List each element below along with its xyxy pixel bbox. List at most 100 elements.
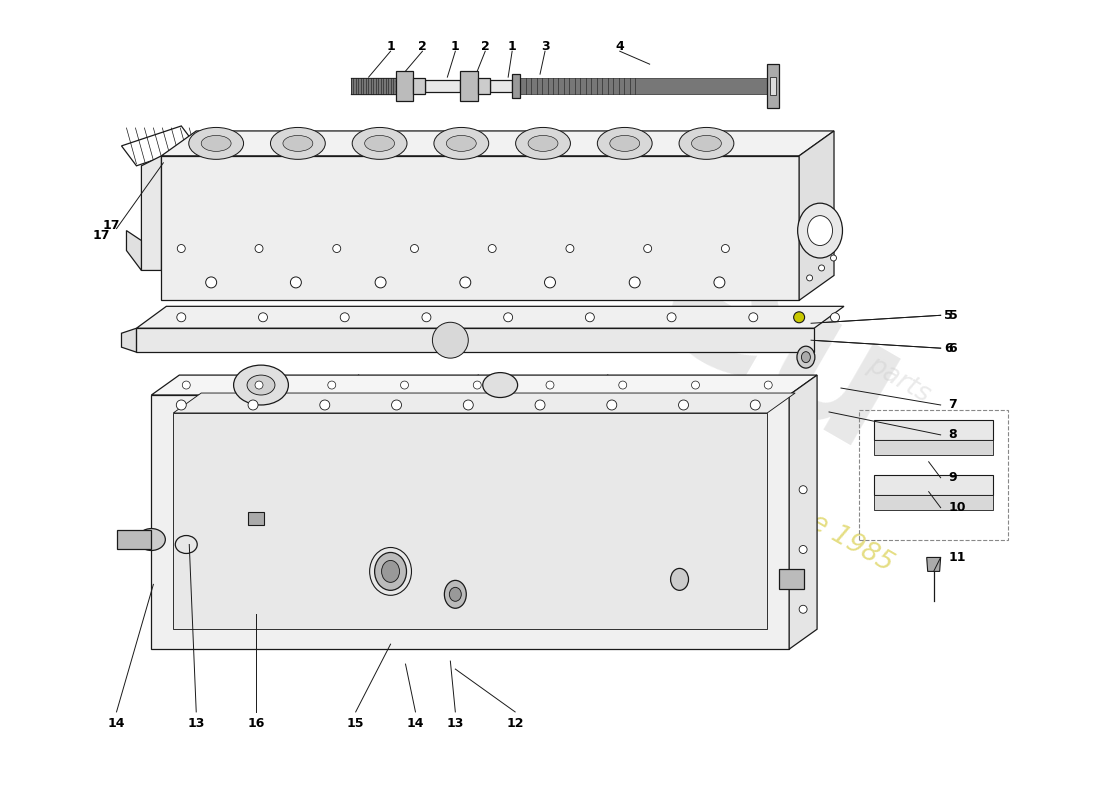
Circle shape — [679, 400, 689, 410]
Circle shape — [290, 277, 301, 288]
Polygon shape — [136, 306, 844, 328]
Circle shape — [565, 245, 574, 253]
Polygon shape — [152, 375, 817, 395]
Polygon shape — [491, 80, 513, 92]
Text: since 1985: since 1985 — [760, 482, 898, 577]
Circle shape — [392, 400, 402, 410]
Text: 15: 15 — [346, 718, 364, 730]
Text: 12: 12 — [506, 718, 524, 730]
Text: 1: 1 — [386, 40, 395, 53]
Text: 6: 6 — [944, 342, 953, 354]
Circle shape — [488, 245, 496, 253]
Circle shape — [460, 277, 471, 288]
Polygon shape — [770, 77, 777, 95]
Polygon shape — [789, 375, 817, 649]
Polygon shape — [142, 156, 162, 270]
Circle shape — [410, 245, 418, 253]
Polygon shape — [126, 230, 142, 270]
Ellipse shape — [444, 580, 466, 608]
Text: 13: 13 — [447, 718, 464, 730]
Circle shape — [328, 381, 336, 389]
Ellipse shape — [450, 587, 461, 602]
Circle shape — [818, 265, 825, 271]
Ellipse shape — [364, 135, 395, 151]
Circle shape — [400, 381, 408, 389]
Circle shape — [692, 381, 700, 389]
Ellipse shape — [233, 365, 288, 405]
Polygon shape — [174, 413, 767, 630]
Ellipse shape — [138, 529, 165, 550]
Polygon shape — [351, 78, 396, 94]
Ellipse shape — [798, 203, 843, 258]
Polygon shape — [162, 131, 834, 156]
Circle shape — [255, 381, 263, 389]
Polygon shape — [117, 530, 152, 550]
Circle shape — [629, 277, 640, 288]
Circle shape — [432, 322, 469, 358]
Circle shape — [544, 277, 556, 288]
Circle shape — [546, 381, 554, 389]
Polygon shape — [478, 78, 491, 94]
Ellipse shape — [692, 135, 722, 151]
Ellipse shape — [217, 147, 230, 159]
Polygon shape — [767, 64, 779, 108]
Ellipse shape — [375, 553, 407, 590]
Circle shape — [722, 245, 729, 253]
Text: 5: 5 — [944, 309, 953, 322]
Circle shape — [375, 277, 386, 288]
Polygon shape — [873, 474, 993, 494]
Polygon shape — [396, 71, 414, 101]
Polygon shape — [249, 512, 264, 525]
Circle shape — [249, 400, 258, 410]
Polygon shape — [414, 78, 426, 94]
Circle shape — [750, 400, 760, 410]
Text: 17: 17 — [102, 219, 120, 232]
Polygon shape — [779, 570, 804, 590]
Polygon shape — [152, 395, 789, 649]
Ellipse shape — [802, 352, 811, 362]
Polygon shape — [799, 131, 834, 300]
Circle shape — [794, 312, 804, 322]
Circle shape — [799, 486, 807, 494]
Text: 1: 1 — [508, 40, 517, 53]
Ellipse shape — [807, 216, 833, 246]
Text: 17: 17 — [92, 229, 110, 242]
Circle shape — [340, 313, 349, 322]
Text: 14: 14 — [108, 718, 125, 730]
Polygon shape — [926, 558, 940, 571]
Text: 4: 4 — [615, 40, 624, 53]
Polygon shape — [174, 393, 795, 413]
Polygon shape — [460, 71, 478, 101]
Text: 7: 7 — [948, 398, 957, 411]
Ellipse shape — [447, 135, 476, 151]
Circle shape — [749, 313, 758, 322]
Circle shape — [176, 400, 186, 410]
Ellipse shape — [483, 373, 518, 398]
Text: parts: parts — [862, 352, 935, 408]
Text: 9: 9 — [948, 471, 957, 484]
Ellipse shape — [271, 127, 326, 159]
Text: 16: 16 — [248, 718, 265, 730]
Polygon shape — [513, 74, 520, 98]
Circle shape — [258, 313, 267, 322]
Ellipse shape — [679, 127, 734, 159]
Text: a passion: a passion — [680, 431, 820, 529]
Text: eu: eu — [627, 211, 932, 489]
Polygon shape — [121, 126, 196, 166]
Text: 2: 2 — [481, 40, 490, 53]
Polygon shape — [136, 328, 814, 352]
Polygon shape — [520, 78, 767, 94]
Ellipse shape — [609, 135, 640, 151]
Circle shape — [255, 245, 263, 253]
Circle shape — [463, 400, 473, 410]
Ellipse shape — [796, 346, 815, 368]
Ellipse shape — [597, 127, 652, 159]
Ellipse shape — [671, 569, 689, 590]
Ellipse shape — [433, 127, 488, 159]
Polygon shape — [162, 156, 799, 300]
Circle shape — [206, 277, 217, 288]
Circle shape — [644, 245, 651, 253]
Polygon shape — [873, 420, 993, 440]
Ellipse shape — [382, 561, 399, 582]
Circle shape — [320, 400, 330, 410]
